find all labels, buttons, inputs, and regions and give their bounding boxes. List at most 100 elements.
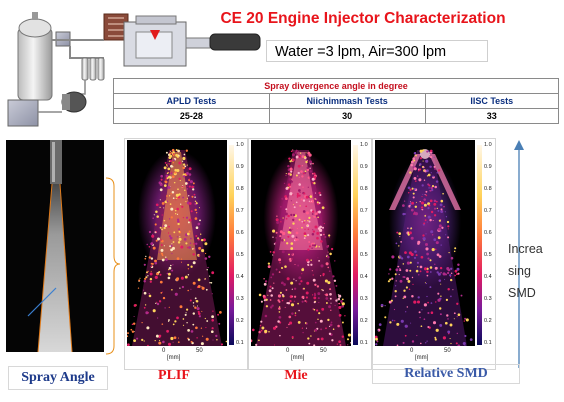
colorbar-tick: 0.2 <box>236 318 244 324</box>
droplet <box>143 289 145 291</box>
droplet <box>419 163 422 166</box>
droplet <box>190 237 192 240</box>
droplet <box>275 231 278 234</box>
droplet <box>291 336 294 339</box>
droplet <box>316 231 320 235</box>
droplet <box>412 196 415 199</box>
droplet <box>309 195 313 198</box>
droplet <box>317 216 319 219</box>
droplet <box>297 264 300 267</box>
droplet <box>165 176 167 178</box>
droplet <box>318 210 321 214</box>
droplet <box>305 327 308 329</box>
droplet <box>195 235 198 237</box>
droplet <box>145 255 147 258</box>
colorbar-tick: 0.8 <box>360 186 368 192</box>
droplet <box>167 232 170 234</box>
droplet <box>425 159 429 163</box>
droplet <box>465 318 469 322</box>
droplet <box>328 325 331 328</box>
droplet <box>160 252 163 255</box>
droplet <box>404 324 408 328</box>
droplet <box>173 231 176 234</box>
droplet <box>155 334 159 338</box>
droplet <box>137 287 140 289</box>
droplet <box>176 218 180 221</box>
droplet <box>306 159 309 162</box>
droplet <box>433 202 437 206</box>
droplet <box>275 237 277 239</box>
droplet <box>436 207 438 210</box>
droplet <box>160 174 164 178</box>
droplet <box>307 263 310 266</box>
droplet <box>409 171 412 174</box>
droplet <box>163 245 165 247</box>
droplet <box>282 231 286 236</box>
droplet <box>387 280 390 283</box>
droplet <box>168 225 170 228</box>
droplet <box>176 168 180 173</box>
droplet <box>145 311 149 315</box>
droplet <box>267 294 269 296</box>
droplet <box>318 301 320 304</box>
droplet <box>171 252 173 255</box>
droplet <box>429 271 432 273</box>
droplet <box>211 327 214 330</box>
colorbar-tick: 1.0 <box>360 142 368 148</box>
droplet <box>456 332 458 335</box>
droplet <box>450 256 454 260</box>
droplet <box>278 311 281 313</box>
droplet <box>423 179 426 181</box>
droplet <box>308 216 311 219</box>
droplet <box>169 264 172 267</box>
colorbar-tick: 0.3 <box>236 296 244 302</box>
increasing-smd-arrow <box>514 140 524 368</box>
spray-angle-photo <box>6 140 104 352</box>
droplet <box>416 175 419 177</box>
droplet <box>171 190 175 194</box>
droplet <box>190 210 193 213</box>
droplet <box>127 335 129 338</box>
droplet <box>220 343 224 346</box>
droplet <box>418 178 422 182</box>
droplet <box>380 303 384 307</box>
droplet <box>415 254 418 257</box>
droplet <box>402 263 405 265</box>
droplet <box>133 315 135 318</box>
droplet <box>413 300 417 304</box>
droplet <box>194 208 197 212</box>
droplet <box>405 286 408 289</box>
droplet <box>286 242 289 245</box>
droplet <box>187 329 190 332</box>
droplet <box>292 194 294 196</box>
droplet <box>192 261 196 265</box>
droplet <box>198 246 202 250</box>
droplet <box>180 258 183 260</box>
droplet <box>279 218 282 221</box>
droplet <box>150 265 153 268</box>
droplet <box>310 209 313 212</box>
droplet <box>289 160 292 163</box>
droplet <box>282 217 284 219</box>
droplet <box>304 235 307 237</box>
droplet <box>187 289 189 292</box>
droplet <box>462 341 466 346</box>
droplet <box>307 234 310 237</box>
droplet <box>298 194 301 197</box>
droplet <box>457 272 460 275</box>
droplet <box>417 296 420 299</box>
droplet <box>464 344 466 346</box>
droplet <box>439 313 442 316</box>
droplet <box>265 305 269 308</box>
droplet <box>298 183 301 186</box>
droplet <box>291 295 294 298</box>
droplet <box>149 280 152 283</box>
droplet <box>156 317 159 319</box>
droplet <box>409 269 412 272</box>
droplet <box>294 312 297 314</box>
droplet <box>420 206 424 209</box>
droplet <box>198 315 202 318</box>
droplet <box>195 242 198 245</box>
droplet <box>189 299 192 302</box>
colorbar-tick: 0.9 <box>236 164 244 170</box>
